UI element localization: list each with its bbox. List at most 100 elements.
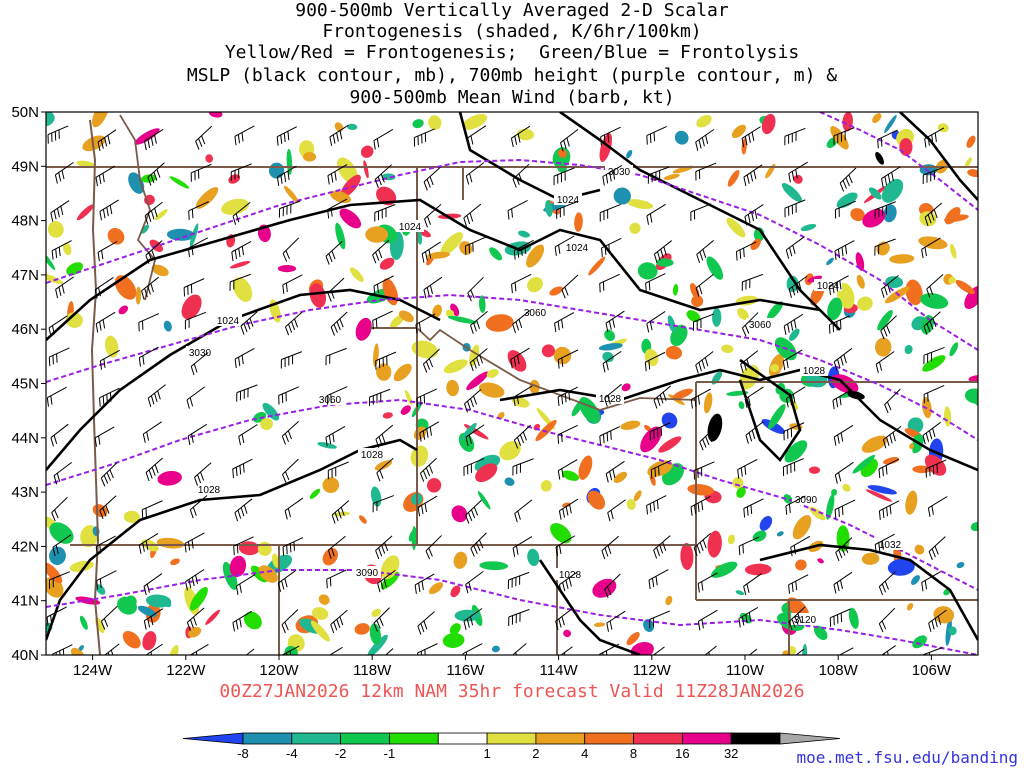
frontogenesis-blob <box>154 209 168 221</box>
frontogenesis-blob <box>955 279 975 295</box>
wind-barb <box>330 609 348 634</box>
height-label: 3090 <box>353 566 381 579</box>
wind-barb <box>922 421 941 445</box>
frontogenesis-blob <box>727 169 740 187</box>
mslp-contour <box>46 438 418 641</box>
frontogenesis-blob <box>783 494 793 504</box>
lon-label: 118W <box>353 662 392 679</box>
wind-barb <box>278 200 301 218</box>
frontogenesis-blob <box>598 343 623 351</box>
frontogenesis-blob <box>857 296 873 311</box>
frontogenesis-blob <box>836 192 858 209</box>
lat-label: 41N <box>11 593 39 610</box>
wind-barb <box>99 387 120 407</box>
frontogenesis-blob <box>912 635 927 649</box>
wind-barb <box>138 346 159 367</box>
wind-barb <box>417 611 435 635</box>
frontogenesis-blob <box>369 623 381 645</box>
frontogenesis-blob <box>967 169 978 178</box>
frontogenesis-blob <box>867 485 897 495</box>
wind-barb <box>52 644 73 655</box>
mslp-contour <box>538 559 641 655</box>
wind-barb <box>188 201 209 220</box>
wind-barb <box>693 313 715 331</box>
frontogenesis-blob <box>861 435 888 453</box>
frontogenesis-blob <box>852 454 876 474</box>
frontogenesis-blob <box>440 232 463 256</box>
svg-text:1028: 1028 <box>803 366 826 377</box>
frontogenesis-blob <box>205 609 220 625</box>
frontogenesis-blob <box>195 187 219 209</box>
frontogenesis-blob <box>868 187 882 200</box>
frontogenesis-blob <box>800 223 817 232</box>
frontogenesis-blob <box>347 123 358 131</box>
frontogenesis-blob <box>445 309 455 318</box>
wind-barb <box>927 496 948 517</box>
colorbar-swatch <box>242 732 293 745</box>
wind-barb <box>878 571 896 596</box>
frontogenesis-blob <box>827 297 843 321</box>
wind-barb <box>599 203 621 222</box>
wind-barb <box>881 645 896 655</box>
wind-barb <box>104 643 120 655</box>
frontogenesis-blob <box>486 369 499 378</box>
wind-barb <box>699 426 717 451</box>
frontogenesis-blob <box>123 510 140 523</box>
wind-barb <box>282 237 300 262</box>
frontogenesis-blob <box>221 198 249 215</box>
wind-barb <box>138 533 159 554</box>
frontogenesis-blob <box>663 173 680 180</box>
wind-barb <box>145 643 163 655</box>
frontogenesis-blob <box>949 342 959 357</box>
wind-barb <box>512 310 531 334</box>
svg-text:3090: 3090 <box>356 568 379 579</box>
wind-barb <box>414 573 435 594</box>
wind-barb <box>375 424 394 448</box>
frontogenesis-blob <box>948 276 956 284</box>
wind-barb <box>605 310 625 333</box>
wind-barb <box>828 275 849 296</box>
frontogenesis-blob <box>905 279 923 306</box>
frontogenesis-blob <box>379 257 395 270</box>
wind-barb <box>557 459 578 480</box>
wind-barb <box>833 348 853 371</box>
lat-label: 42N <box>11 538 39 555</box>
svg-text:1028: 1028 <box>599 394 622 405</box>
frontogenesis-blob <box>848 607 859 629</box>
frontogenesis-blob <box>370 486 382 507</box>
wind-barb <box>645 273 666 293</box>
frontogenesis-blob <box>786 275 799 293</box>
wind-barb <box>464 388 482 413</box>
wind-barb <box>425 535 442 560</box>
frontogenesis-blob <box>156 537 185 549</box>
wind-barb <box>190 163 212 182</box>
frontogenesis-blob <box>826 257 834 266</box>
wind-barb <box>375 351 397 370</box>
wind-barb <box>465 162 485 185</box>
colorbar-label: -1 <box>384 746 396 761</box>
frontogenesis-blob <box>258 565 278 583</box>
frontogenesis-blob <box>135 286 142 305</box>
frontogenesis-blob <box>428 582 444 595</box>
frontogenesis-blob <box>257 541 272 556</box>
wind-barb <box>329 124 349 146</box>
wind-barb <box>875 351 895 374</box>
wind-barb <box>744 204 764 226</box>
frontogenesis-blob <box>373 343 379 367</box>
wind-barb <box>327 164 348 185</box>
frontogenesis-blob <box>365 226 389 243</box>
wind-barb <box>96 570 117 590</box>
frontogenesis-blob <box>643 619 655 633</box>
frontogenesis-blob <box>360 145 374 158</box>
frontogenesis-blob <box>229 555 247 578</box>
frontogenesis-blob <box>354 623 370 635</box>
wind-barb <box>557 386 578 407</box>
source-credit[interactable]: moe.met.fsu.edu/banding <box>796 748 1018 767</box>
wind-barb <box>878 607 896 633</box>
wind-barb <box>375 535 393 560</box>
wind-barb <box>138 313 160 332</box>
wind-barb <box>235 574 256 595</box>
frontogenesis-blob <box>371 608 381 617</box>
wind-barb <box>467 276 484 302</box>
frontogenesis-blob <box>633 490 642 502</box>
